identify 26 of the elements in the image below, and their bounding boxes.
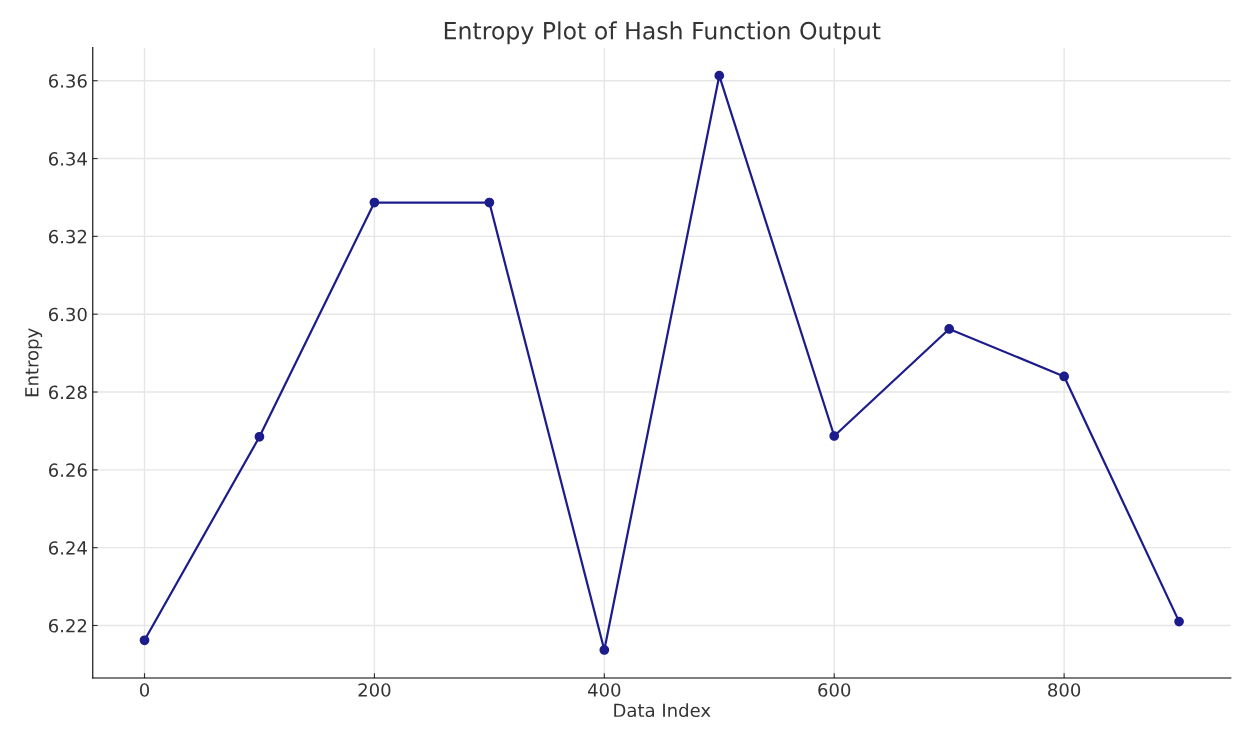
x-tick-label: 800	[1048, 683, 1081, 697]
y-tick-label: 6.30	[48, 307, 87, 322]
x-tick-label: 600	[818, 683, 851, 697]
y-tick-label: 6.24	[48, 541, 87, 555]
point	[829, 431, 840, 441]
y-tick-label: 6.26	[48, 463, 87, 477]
point	[254, 431, 265, 442]
point	[369, 197, 380, 208]
y-tick-label: 6.34	[48, 152, 87, 166]
point	[599, 645, 610, 655]
point	[139, 635, 150, 646]
chart-title: Entropy Plot of Hash Function Output	[444, 21, 881, 45]
y-tick-label: 6.22	[48, 618, 87, 633]
point	[1059, 371, 1069, 382]
y-tick-label: 6.28	[48, 385, 87, 400]
point	[944, 324, 955, 334]
point	[1174, 616, 1184, 627]
point	[484, 197, 495, 208]
y-tick-label: 6.32	[48, 229, 87, 244]
x-tick-label: 400	[587, 683, 621, 697]
x-axis-title: Data Index	[614, 703, 711, 718]
y-tick-label: 6.36	[48, 74, 87, 88]
point	[714, 70, 725, 81]
x-tick-label: 200	[358, 683, 391, 697]
y-axis-title: Entropy	[25, 328, 43, 397]
x-tick-label: 0	[139, 683, 150, 697]
